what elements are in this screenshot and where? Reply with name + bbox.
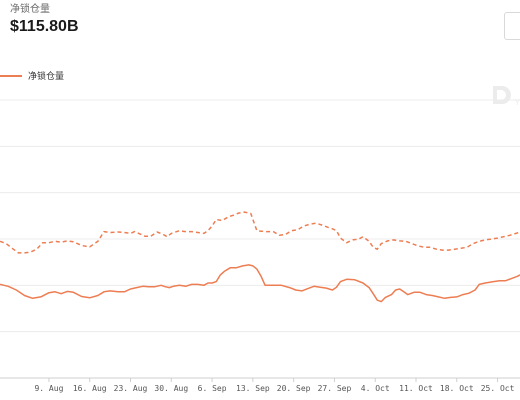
grid-layer (0, 99, 520, 333)
x-tick-label: 18. Oct (440, 384, 474, 393)
x-tick-label: 6. Sep (198, 384, 227, 393)
legend-swatch (0, 74, 22, 77)
x-tick-label: 11. Oct (399, 384, 433, 393)
toolbar-button-edge[interactable] (504, 12, 520, 40)
x-tick-label: 16. Aug (73, 384, 107, 393)
x-tick-label: 20. Sep (277, 384, 311, 393)
series-line-dashed[interactable] (0, 211, 520, 254)
x-tick-label: 27. Sep (318, 384, 352, 393)
x-axis: 9. Aug 16. Aug 23. Aug 30. Aug 6. Sep 13. Sep… (0, 377, 520, 393)
x-tick-label: 9. Aug (34, 384, 63, 393)
x-tick-label: 23. Aug (114, 384, 148, 393)
legend-label: 净锁仓量 (28, 71, 65, 81)
metric-header: 净锁仓量 $115.80B (10, 4, 79, 37)
x-tick-label: 4. Oct (361, 384, 390, 393)
metric-label: 净锁仓量 (10, 4, 50, 15)
watermark-text: Yu (514, 98, 520, 107)
x-tick-label: 30. Aug (154, 384, 188, 393)
series-layer (0, 211, 520, 303)
series-line-tvl[interactable] (0, 264, 520, 303)
x-tick-label: 13. Sep (236, 384, 270, 393)
x-tick-label: 25. Oct (481, 384, 515, 393)
legend-item[interactable]: 净锁仓量 (0, 69, 64, 82)
metric-value: $115.80B (10, 18, 79, 35)
